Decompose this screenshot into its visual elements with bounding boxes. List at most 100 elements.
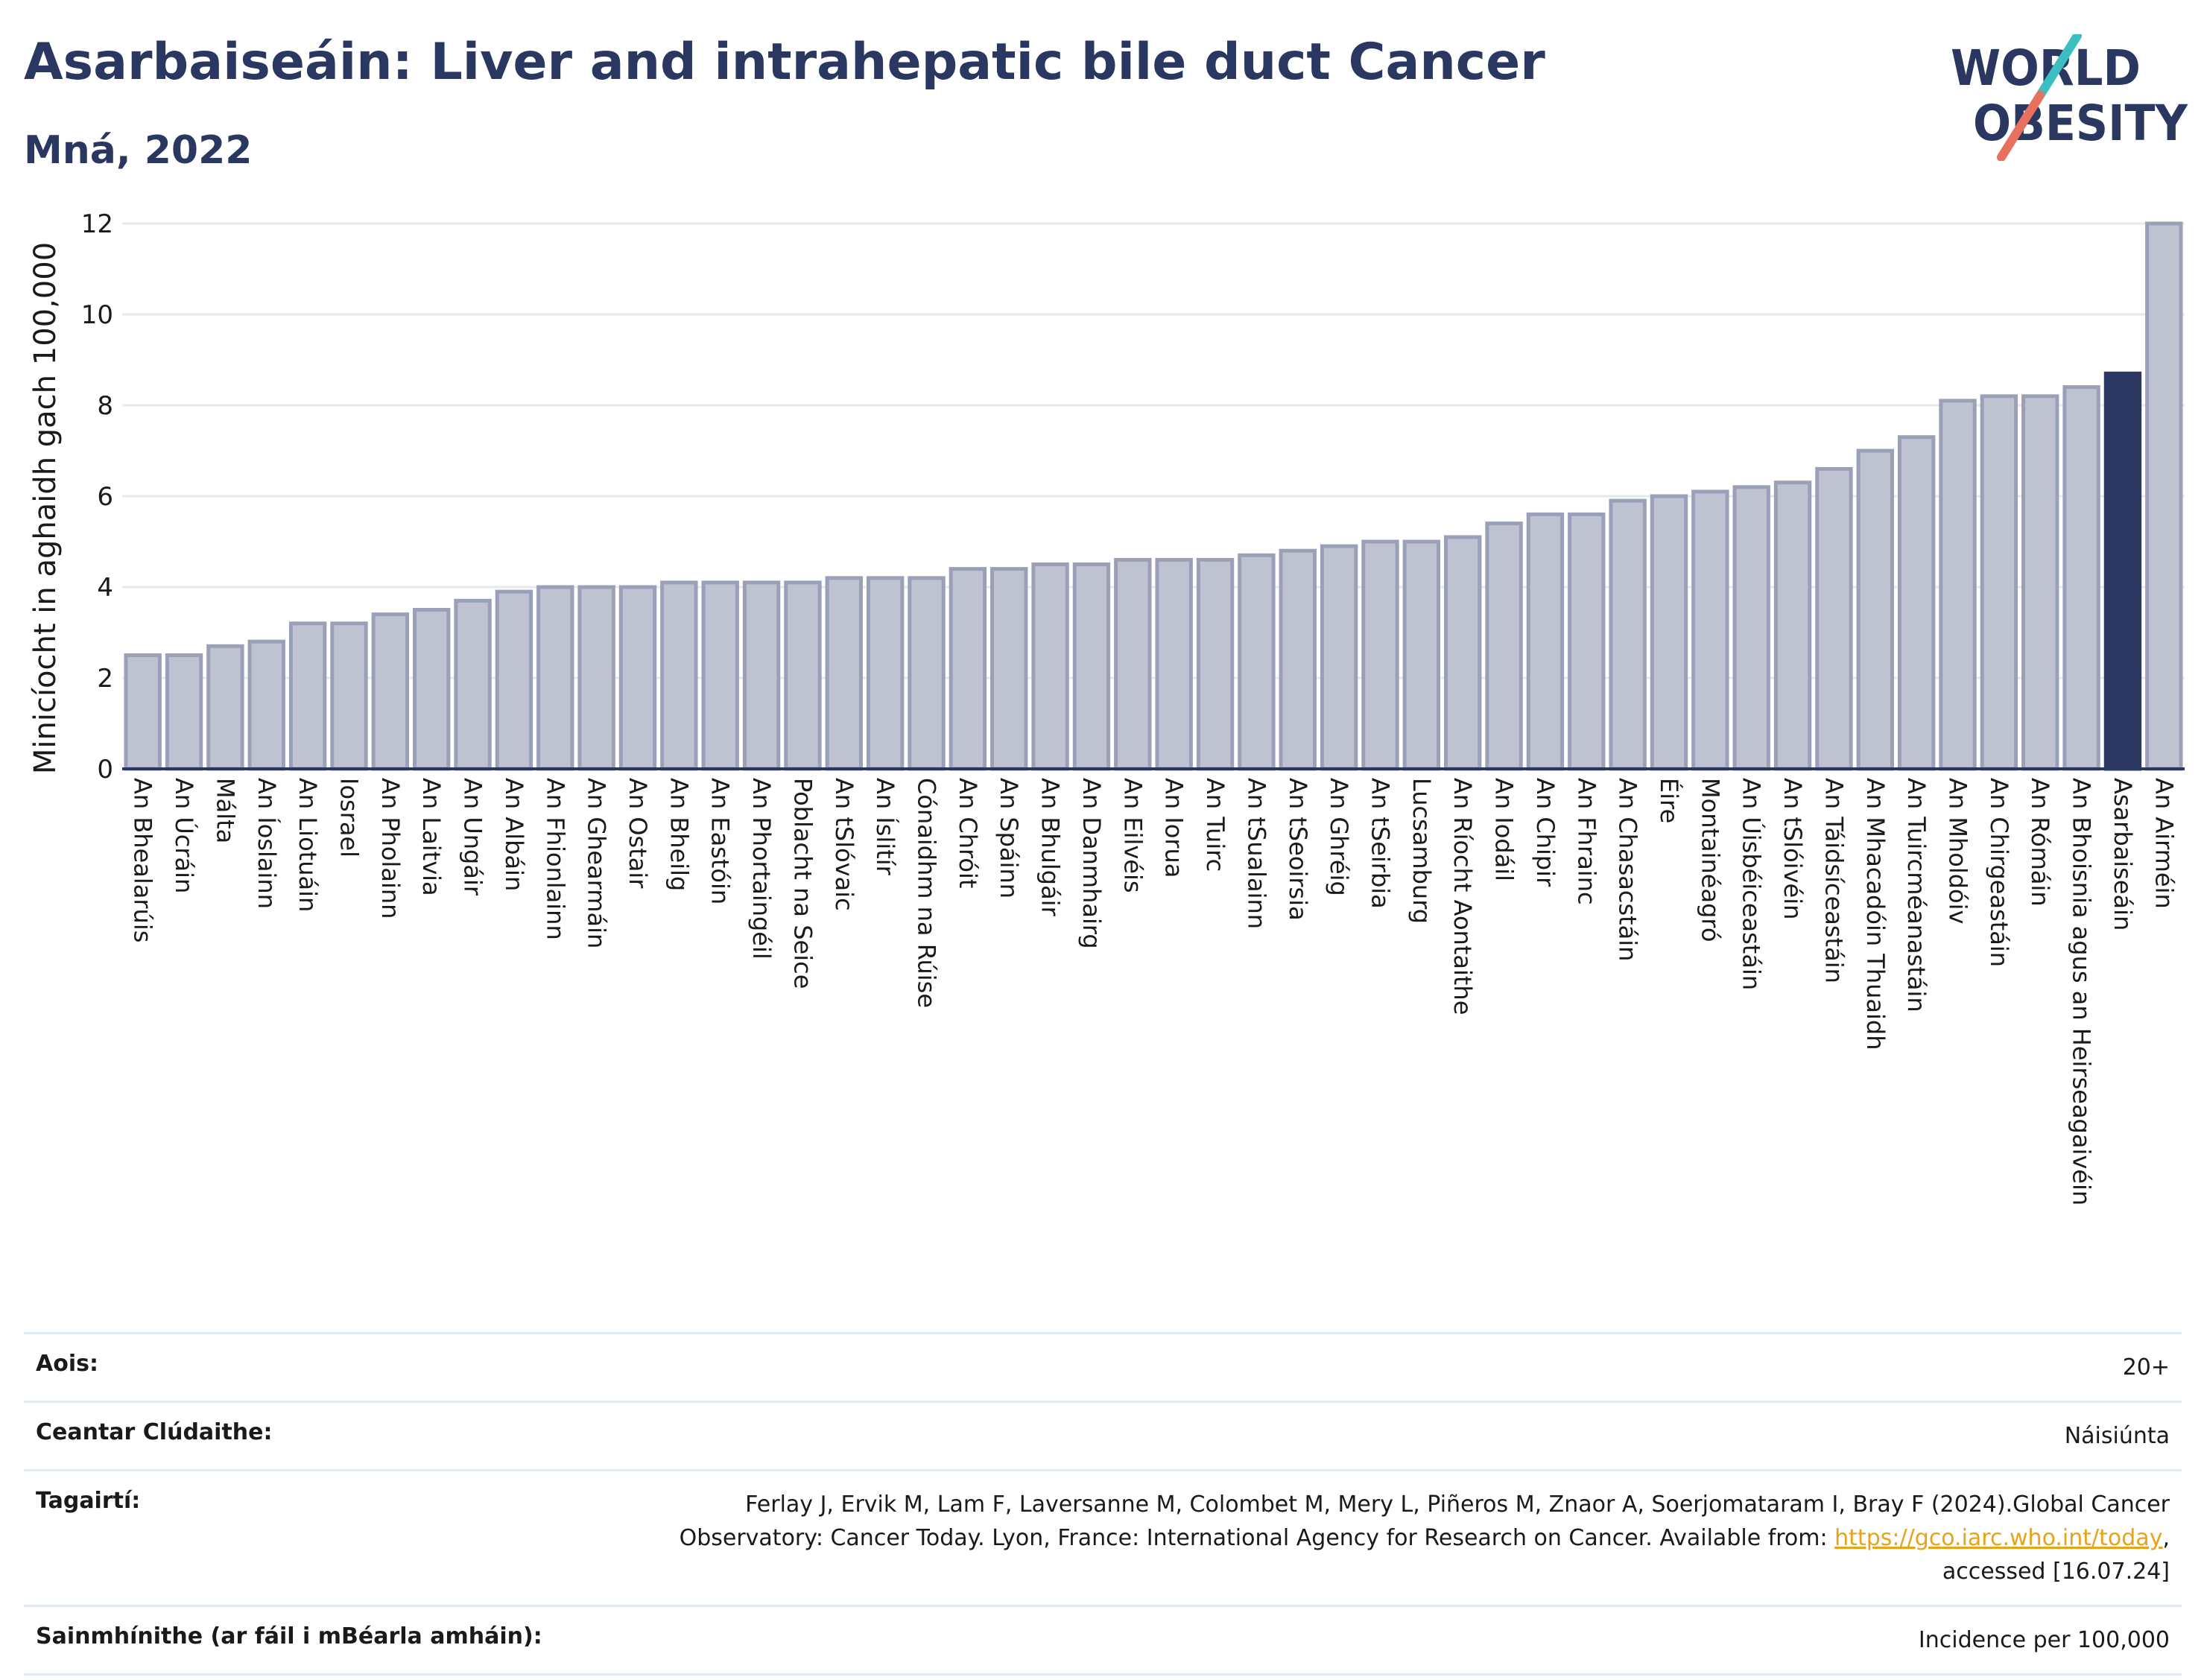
- bar[interactable]: [371, 612, 410, 771]
- bar[interactable]: [866, 576, 905, 771]
- bar[interactable]: [784, 580, 822, 771]
- x-category-label: An Chirgeastáin: [1985, 778, 2013, 967]
- bar[interactable]: [949, 567, 987, 771]
- bar[interactable]: [288, 621, 327, 771]
- bar[interactable]: [1691, 489, 1729, 771]
- info-value-references: Ferlay J, Ervik M, Lam F, Laversanne M, …: [605, 1488, 2170, 1588]
- y-tick-label: 4: [97, 573, 113, 603]
- x-category-label: An Iodáil: [1490, 778, 1519, 881]
- x-category-label: An Chasacstáin: [1614, 778, 1642, 961]
- bar[interactable]: [124, 653, 162, 771]
- x-category-label: An Táidsíceastáin: [1820, 778, 1848, 983]
- bar[interactable]: [2062, 385, 2100, 771]
- info-table: Aois: 20+ Ceantar Clúdaithe: Náisiúnta T…: [24, 1332, 2182, 1676]
- bar[interactable]: [825, 576, 863, 771]
- chart-subtitle: Mná, 2022: [24, 128, 253, 173]
- info-value-definitions: Incidence per 100,000: [1918, 1627, 2170, 1653]
- bar[interactable]: [1526, 512, 1565, 771]
- bar[interactable]: [1815, 466, 1853, 771]
- info-row-definitions: Sainmhínithe (ar fáil i mBéarla amháin):…: [24, 1605, 2182, 1676]
- bar[interactable]: [1031, 562, 1069, 771]
- bar[interactable]: [1196, 557, 1235, 771]
- x-category-label: An Bhoisnia agus an Heirseagaivéin: [2068, 778, 2096, 1205]
- bar[interactable]: [1114, 557, 1152, 771]
- bar[interactable]: [454, 598, 492, 771]
- x-category-label: An Eilvéis: [1118, 778, 1147, 893]
- x-category-label: An Bheilg: [665, 778, 693, 891]
- bar[interactable]: [1485, 522, 1523, 771]
- x-category-label: An Íslitír: [871, 778, 899, 876]
- bar[interactable]: [1773, 481, 1812, 771]
- bar[interactable]: [536, 585, 574, 771]
- bar[interactable]: [1444, 535, 1482, 771]
- bar[interactable]: [1980, 394, 2018, 771]
- y-tick-label: 2: [97, 664, 113, 694]
- bar[interactable]: [495, 589, 533, 771]
- x-category-label: An Bhealarúis: [129, 778, 157, 942]
- bar[interactable]: [1939, 399, 1977, 771]
- bar[interactable]: [206, 644, 244, 771]
- bar[interactable]: [1568, 512, 1606, 771]
- x-category-label: An Íoslainn: [253, 778, 281, 909]
- y-tick-label: 10: [81, 300, 113, 330]
- x-category-label: An Eastóin: [706, 778, 735, 904]
- x-category-label: Lucsamburg: [1407, 778, 1436, 924]
- x-category-label: An Ungáir: [459, 778, 487, 896]
- bar[interactable]: [908, 576, 946, 771]
- x-category-label: An Iorua: [1160, 778, 1188, 878]
- y-axis-title: Minicíocht in aghaidh gach 100,000: [28, 242, 63, 774]
- y-tick-labels: 0 2 4 6 8 10 12: [81, 209, 113, 784]
- bar[interactable]: [618, 585, 657, 771]
- reference-text: Ferlay J, Ervik M, Lam F, Laversanne M, …: [679, 1492, 2170, 1551]
- x-category-label: An Tuircméanastáin: [1902, 778, 1931, 1012]
- bar[interactable]: [1155, 557, 1193, 771]
- info-row-references: Tagairtí: Ferlay J, Ervik M, Lam F, Lave…: [24, 1469, 2182, 1605]
- x-category-label: An Ríocht Aontaithe: [1448, 778, 1477, 1015]
- x-category-label: An tSualainn: [1242, 778, 1270, 929]
- x-category-label: An Fhrainc: [1572, 778, 1600, 905]
- reference-accessed: , accessed [16.07.24]: [1942, 1525, 2170, 1585]
- x-category-label: An Rómáin: [2026, 778, 2054, 907]
- x-category-label: An Airméin: [2150, 778, 2178, 909]
- x-category-label: An Úisbéiceastáin: [1738, 778, 1767, 990]
- bar[interactable]: [1320, 544, 1358, 771]
- y-tick-label: 6: [97, 482, 113, 512]
- bar[interactable]: [1856, 448, 1894, 771]
- x-category-label: An Tuirc: [1201, 778, 1229, 872]
- bar[interactable]: [990, 567, 1028, 771]
- bar[interactable]: [165, 653, 203, 771]
- bar[interactable]: [742, 580, 781, 771]
- chart-title: Asarbaiseáin: Liver and intrahepatic bil…: [24, 33, 1545, 92]
- x-category-label: An Bhulgáir: [1036, 778, 1065, 917]
- bar[interactable]: [1279, 548, 1317, 771]
- bar[interactable]: [1650, 494, 1688, 771]
- bar[interactable]: [330, 621, 368, 771]
- x-category-label: An Spáinn: [995, 778, 1023, 898]
- bar[interactable]: [2103, 371, 2142, 771]
- info-row-coverage: Ceantar Clúdaithe: Náisiúnta: [24, 1401, 2182, 1469]
- x-category-label: An Mhacadóin Thuaidh: [1861, 778, 1890, 1050]
- bar[interactable]: [1361, 539, 1399, 771]
- info-label-references: Tagairtí:: [36, 1488, 141, 1514]
- bar[interactable]: [1072, 562, 1111, 771]
- bar[interactable]: [2021, 394, 2059, 771]
- bar[interactable]: [413, 608, 451, 771]
- x-category-label: An Pholainn: [376, 778, 405, 919]
- bar[interactable]: [577, 585, 615, 771]
- bar[interactable]: [247, 639, 285, 771]
- bar[interactable]: [1732, 485, 1770, 771]
- x-category-label: Montainéagró: [1696, 778, 1724, 942]
- bar[interactable]: [1897, 435, 1936, 771]
- bars: [124, 221, 2183, 771]
- x-category-label: An Liotuáin: [294, 778, 322, 912]
- x-category-label: An Fhionlainn: [541, 778, 569, 940]
- bar[interactable]: [2145, 221, 2183, 771]
- reference-link[interactable]: https://gco.iarc.who.int/today: [1834, 1525, 2163, 1551]
- bar[interactable]: [1238, 553, 1276, 771]
- bar[interactable]: [1609, 498, 1647, 771]
- bar[interactable]: [701, 580, 739, 771]
- bar[interactable]: [660, 580, 698, 771]
- x-category-label: An Ghréig: [1325, 778, 1353, 896]
- bar[interactable]: [1402, 539, 1441, 771]
